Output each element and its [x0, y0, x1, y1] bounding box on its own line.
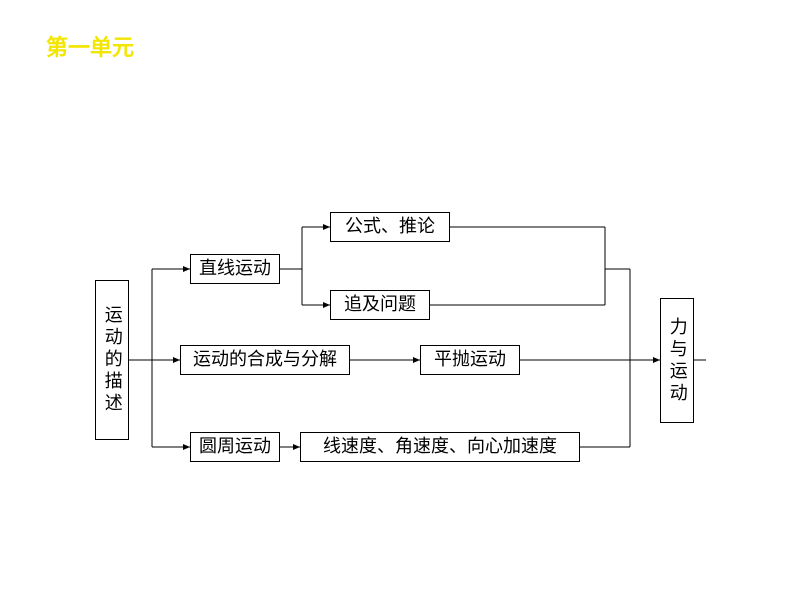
unit-title: 第一单元 [46, 30, 134, 62]
node-chase-problem: 追及问题 [330, 290, 430, 320]
node-formula-corollary: 公式、推论 [330, 212, 450, 242]
node-circular-motion: 圆周运动 [190, 432, 280, 462]
node-projectile: 平抛运动 [420, 345, 520, 375]
node-synthesis-decompose: 运动的合成与分解 [180, 345, 350, 375]
node-description-of-motion: 运动的描述 [95, 280, 129, 440]
node-circular-quantities: 线速度、角速度、向心加速度 [300, 432, 580, 462]
node-force-and-motion: 力与运动 [660, 298, 694, 423]
node-linear-motion: 直线运动 [190, 254, 280, 284]
